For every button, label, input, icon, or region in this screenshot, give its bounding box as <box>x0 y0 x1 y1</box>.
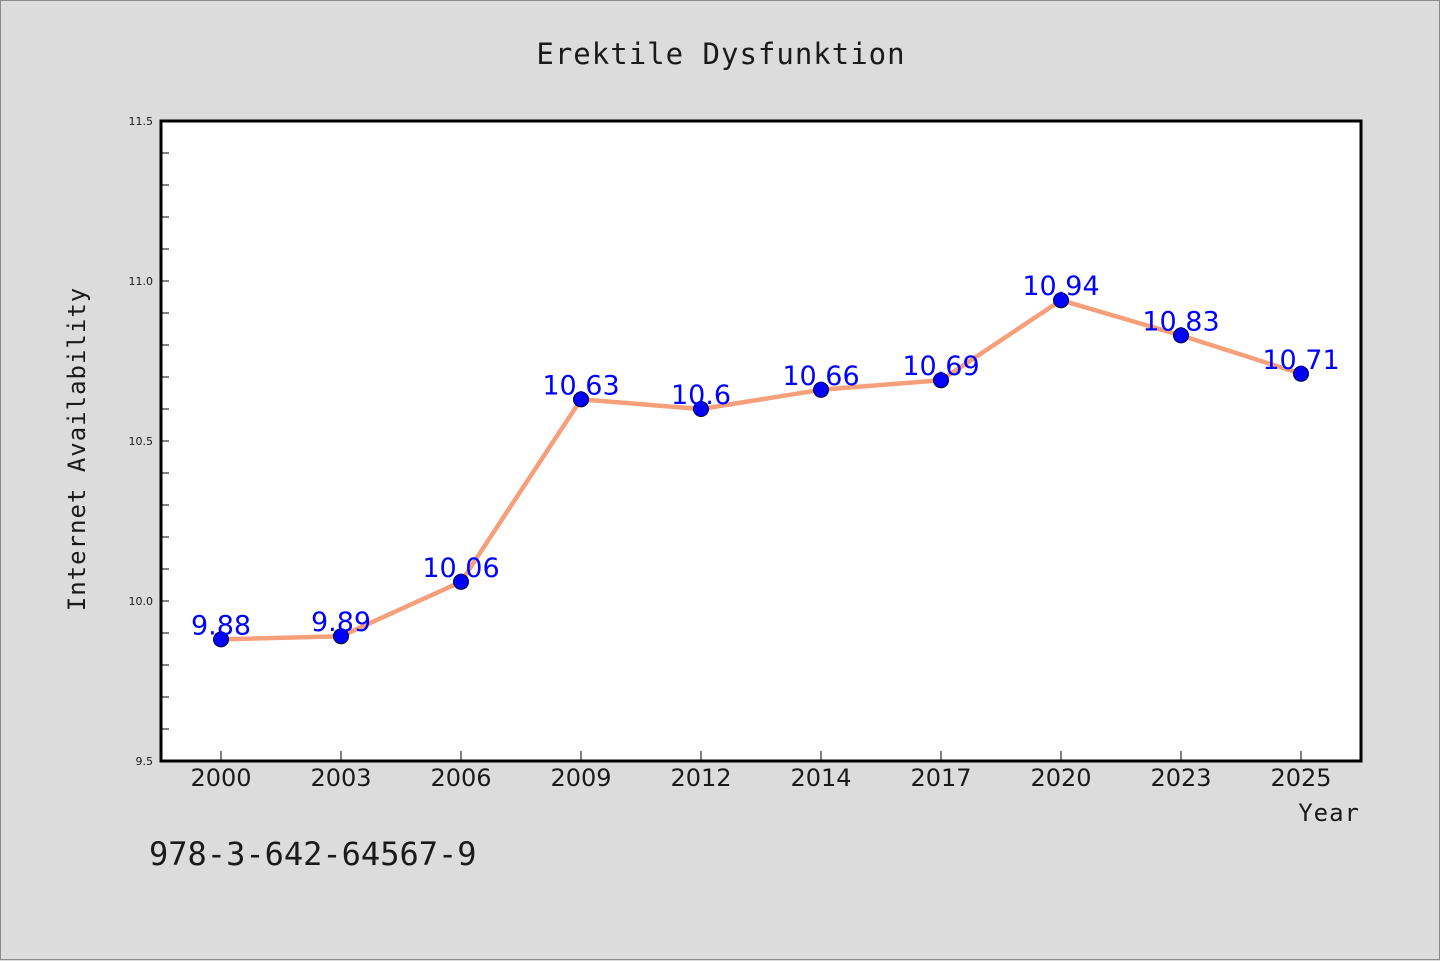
x-axis-label: Year <box>1298 799 1360 827</box>
plot-area <box>159 119 1363 763</box>
data-label: 9.89 <box>311 607 371 638</box>
data-label: 10.6 <box>671 380 731 411</box>
data-point <box>933 372 949 389</box>
x-tick-label: 2006 <box>430 764 491 792</box>
data-label: 10.66 <box>782 361 859 392</box>
data-label: 10.94 <box>1022 271 1099 302</box>
series-line-group: 9.88 9.89 10.06 10.63 10.6 10.66 10.69 10.94 10.… <box>191 271 1340 648</box>
x-axis: 2000 2003 2006 2009 2012 2014 2017 2020 2023 2025 <box>190 751 1332 792</box>
x-tick-label: 2009 <box>550 764 611 792</box>
data-point <box>453 573 469 590</box>
x-tick-label: 2020 <box>1030 764 1091 792</box>
data-point <box>813 381 829 398</box>
data-point <box>1293 365 1309 382</box>
x-tick-label: 2000 <box>190 764 251 792</box>
y-axis-label: Internet Availability <box>63 287 91 611</box>
y-axis: 9.5 10.0 10.5 11.0 11.5 <box>129 115 169 768</box>
x-tick-label: 2012 <box>670 764 731 792</box>
y-tick-label: 10.5 <box>129 435 154 448</box>
data-point <box>1173 327 1189 344</box>
data-label: 10.71 <box>1262 345 1339 376</box>
x-tick-label: 2023 <box>1150 764 1211 792</box>
data-label: 10.83 <box>1142 306 1219 337</box>
y-tick-label: 9.5 <box>136 755 154 768</box>
data-point <box>213 631 229 648</box>
y-tick-label: 10.0 <box>129 595 154 608</box>
data-point <box>573 391 589 408</box>
data-point <box>693 401 709 417</box>
x-tick-label: 2003 <box>310 764 371 792</box>
chart-title: Erektile Dysfunktion <box>536 37 905 71</box>
x-tick-label: 2017 <box>910 764 971 792</box>
isbn-text: 978-3-642-64567-9 <box>149 835 477 873</box>
data-point <box>333 628 349 645</box>
x-tick-label: 2025 <box>1270 764 1331 792</box>
data-label: 10.63 <box>542 370 619 401</box>
y-tick-label: 11.0 <box>129 275 154 288</box>
data-label: 10.69 <box>902 351 979 382</box>
series-line <box>220 297 1302 642</box>
x-tick-label: 2014 <box>790 764 851 792</box>
data-label: 10.06 <box>422 553 499 584</box>
data-label: 9.88 <box>191 610 251 641</box>
data-point <box>1053 292 1069 309</box>
y-tick-label: 11.5 <box>129 115 154 128</box>
